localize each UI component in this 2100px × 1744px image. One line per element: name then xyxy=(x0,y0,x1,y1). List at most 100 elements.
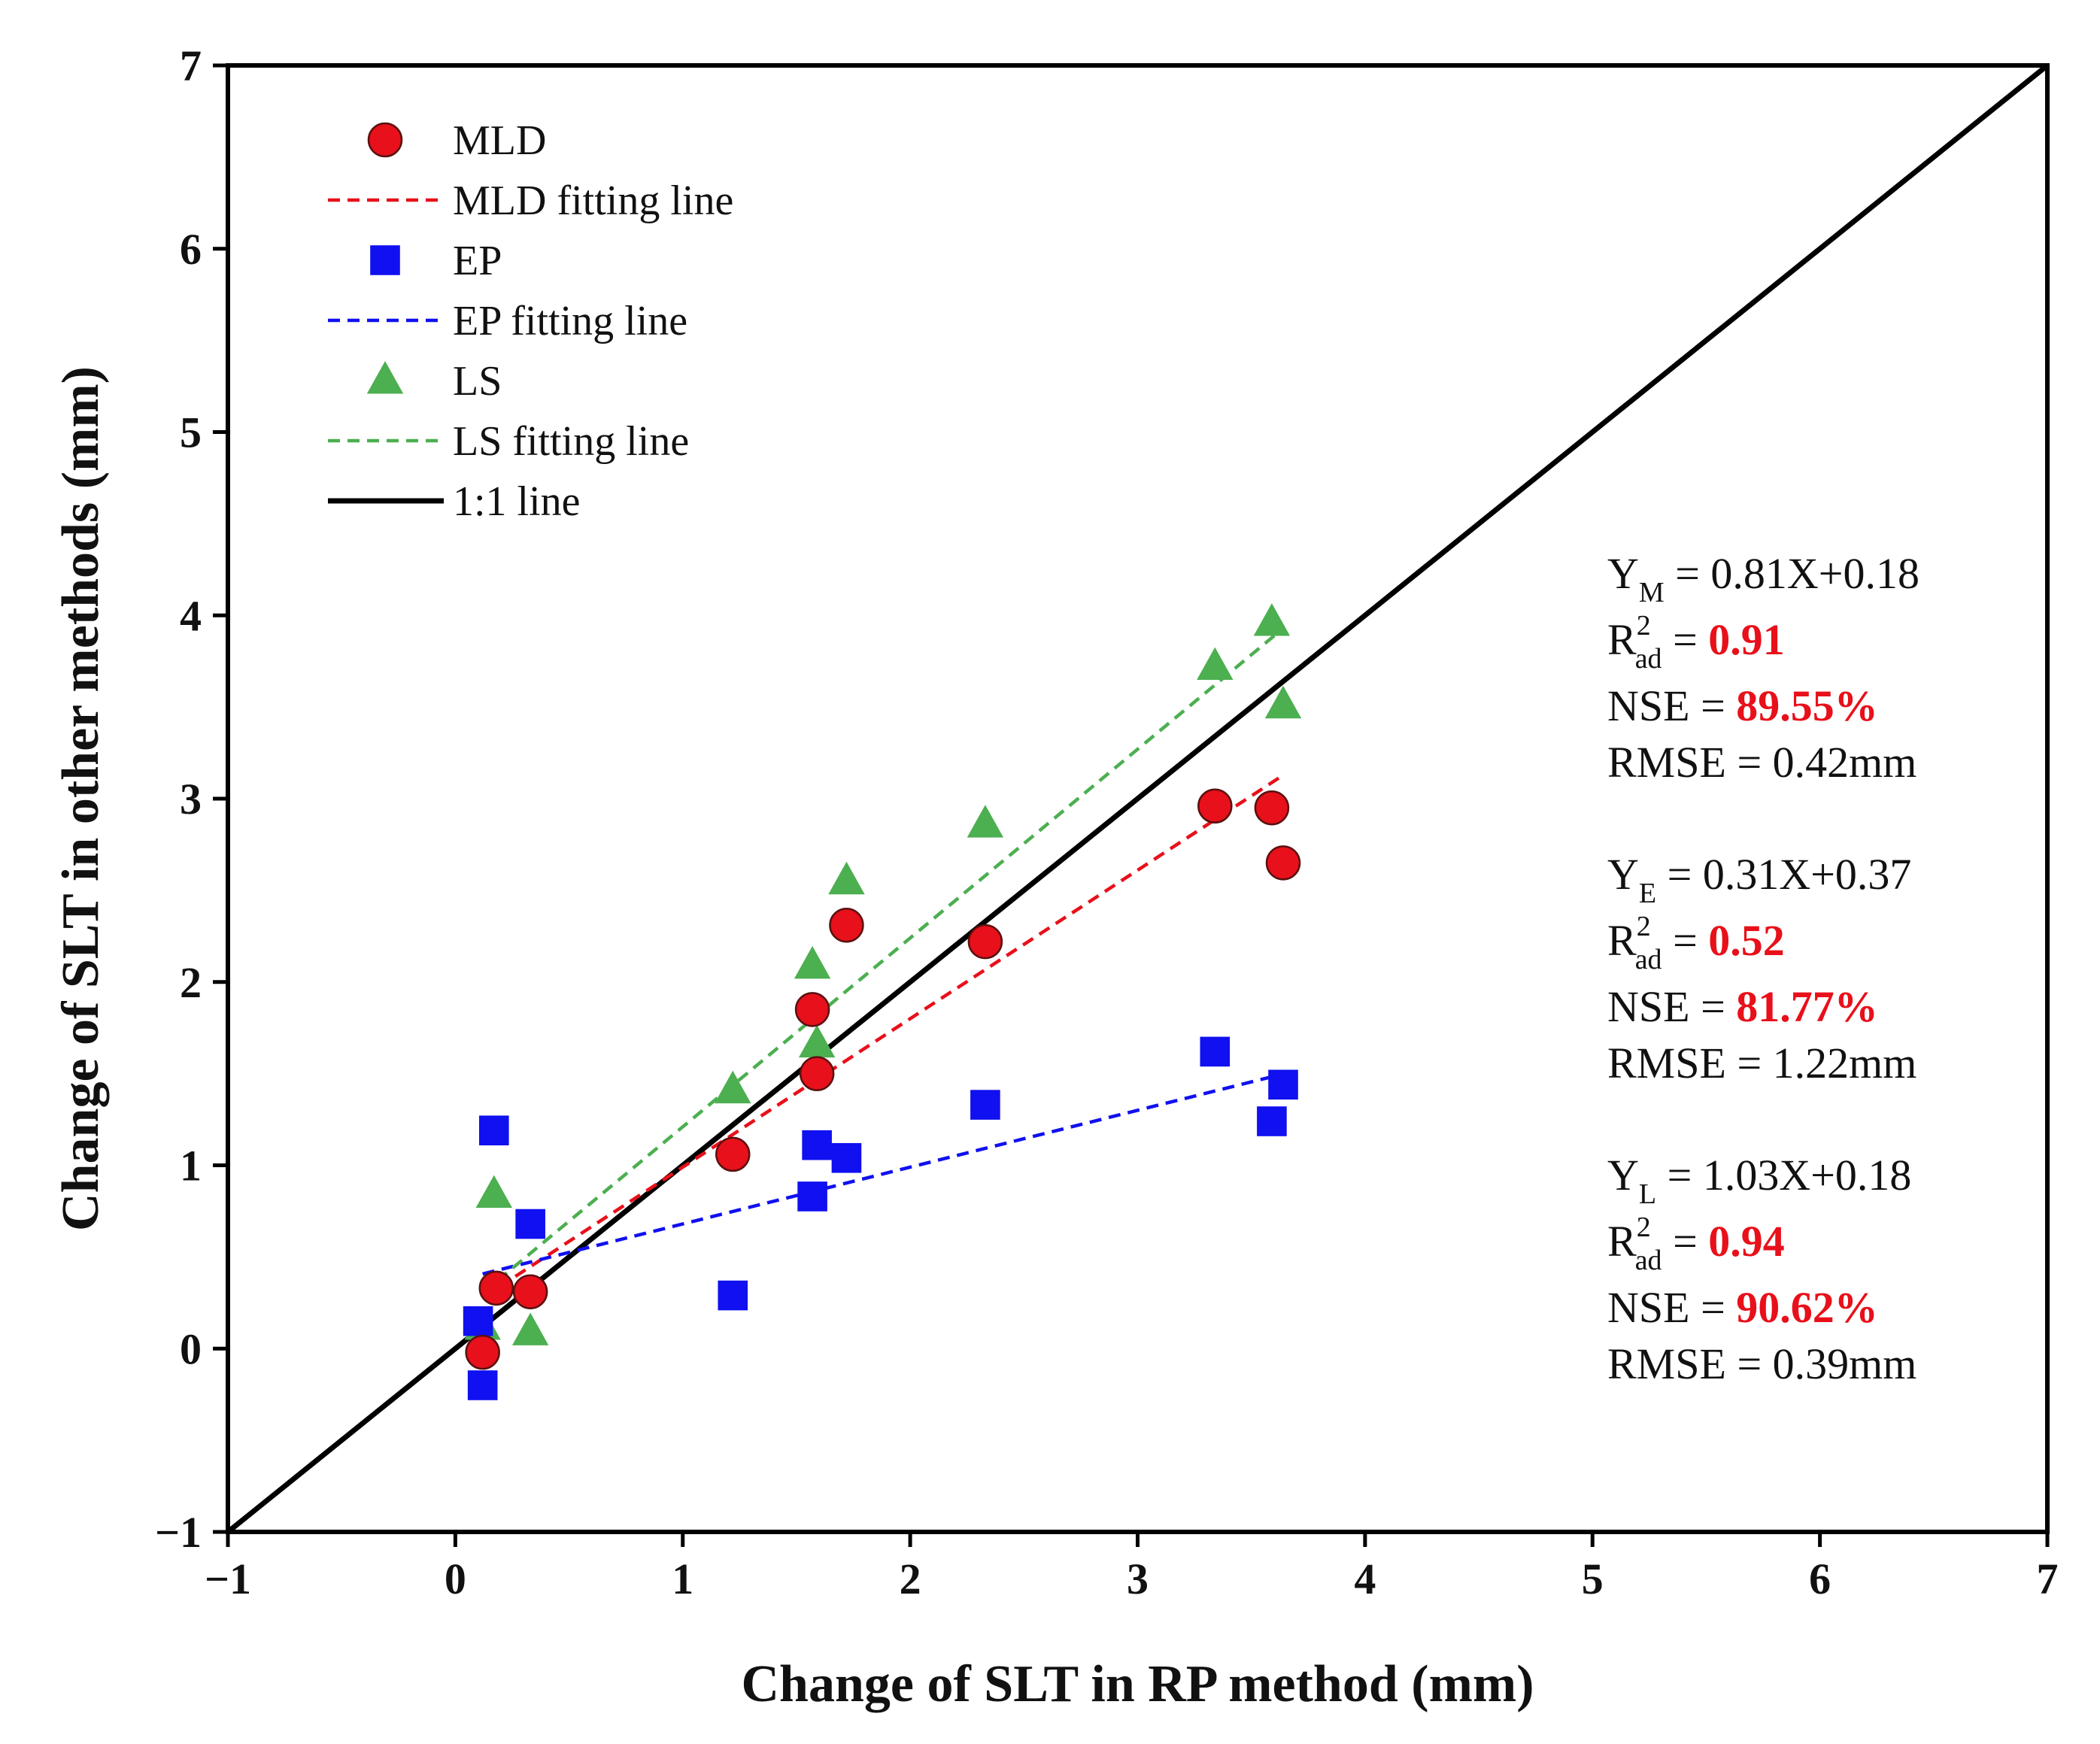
ep-point xyxy=(515,1209,545,1239)
equation-y-subscript: M xyxy=(1639,577,1665,608)
ls-point xyxy=(967,805,1004,838)
legend-label: MLD fitting line xyxy=(453,177,733,224)
legend-label: LS fitting line xyxy=(453,418,689,465)
ls-point xyxy=(1264,685,1302,719)
x-tick-label: −1 xyxy=(205,1554,251,1603)
mld-point xyxy=(799,1056,835,1091)
y-tick-label: 6 xyxy=(180,225,202,274)
equation-y: Y xyxy=(1607,549,1639,598)
mld-point xyxy=(465,1334,500,1370)
nse-label: NSE = xyxy=(1607,982,1736,1031)
mld-point xyxy=(794,992,830,1027)
mld-fitting-line xyxy=(481,773,1285,1300)
adjusted-r2: R2 ad = 0.94 xyxy=(1607,1212,1785,1276)
ep-point xyxy=(463,1306,493,1336)
ls-point xyxy=(511,1312,549,1345)
y-tick-label: 7 xyxy=(180,41,202,90)
equation-body: = 0.81X+0.18 xyxy=(1665,549,1919,598)
adjusted-r2: R2 ad = 0.91 xyxy=(1607,610,1785,675)
ls-point xyxy=(1197,647,1234,681)
r2-superscript: 2 xyxy=(1637,610,1651,641)
legend-item-ep: EP xyxy=(370,238,502,284)
rmse-line: RMSE = 0.42mm xyxy=(1607,738,1916,787)
legend-item-ls: LS xyxy=(366,358,502,405)
x-axis-title: Change of SLT in RP method (mm) xyxy=(741,1655,1534,1713)
ep-point xyxy=(718,1280,748,1311)
r2-value: 0.94 xyxy=(1708,1217,1785,1266)
x-tick-label: 6 xyxy=(1809,1554,1831,1603)
r2-superscript: 2 xyxy=(1637,911,1651,942)
equation-body: = 0.31X+0.37 xyxy=(1656,850,1911,899)
equation-y-subscript: E xyxy=(1639,878,1656,909)
r2-symbol: R xyxy=(1607,615,1637,664)
ep-point xyxy=(831,1142,862,1173)
y-tick-label: −1 xyxy=(155,1508,202,1557)
legend-item-1-1-line: 1:1 line xyxy=(328,478,581,525)
axes-layer: −1 0 1 2 3 4 5 6 7 −1 0 1 2 3 4 5 6 7 Change of SLT in RP … xyxy=(52,41,2059,1713)
regression-equation: YL = 1.03X+0.18 xyxy=(1607,1151,1911,1210)
nse-label: NSE = xyxy=(1607,681,1736,730)
mld-point xyxy=(829,907,864,943)
mld-point xyxy=(512,1274,548,1309)
ls-point xyxy=(794,945,831,979)
y-tick-label: 4 xyxy=(180,591,202,640)
r2-subscript: ad xyxy=(1635,1245,1662,1276)
x-tick-label: 5 xyxy=(1582,1554,1604,1603)
mld-point xyxy=(1265,845,1301,881)
rmse-line: RMSE = 1.22mm xyxy=(1607,1039,1916,1087)
equation-y: Y xyxy=(1607,1151,1639,1200)
y-tick-label: 1 xyxy=(180,1142,202,1190)
x-tick-label: 3 xyxy=(1127,1554,1149,1603)
r2-superscript: 2 xyxy=(1637,1212,1651,1243)
nse-line: NSE = 89.55% xyxy=(1607,681,1878,730)
ep-point xyxy=(802,1130,832,1160)
regression-equation: YM = 0.81X+0.18 xyxy=(1607,549,1919,608)
legend-label: LS xyxy=(453,358,502,405)
nse-value: 89.55% xyxy=(1736,681,1878,730)
mld-point xyxy=(478,1270,514,1306)
r2-symbol: R xyxy=(1607,916,1637,965)
legend-label: 1:1 line xyxy=(453,478,581,525)
ep-point xyxy=(1257,1106,1287,1136)
point-layer xyxy=(463,603,1302,1400)
y-tick-label: 2 xyxy=(180,958,202,1007)
nse-line: NSE = 90.62% xyxy=(1607,1283,1878,1332)
legend-square-symbol xyxy=(370,245,400,275)
legend-label: EP fitting line xyxy=(453,298,687,344)
ls-point xyxy=(798,1024,836,1058)
ls-point xyxy=(475,1175,512,1209)
mld-point xyxy=(715,1136,751,1172)
mld-point xyxy=(1254,790,1290,826)
y-tick-label: 0 xyxy=(180,1324,202,1373)
ep-point xyxy=(1200,1036,1231,1067)
mld-point xyxy=(967,924,1003,960)
r2-equals: = xyxy=(1662,916,1709,965)
regression-equation: YE = 0.31X+0.37 xyxy=(1607,850,1911,909)
mld-point xyxy=(1197,788,1233,823)
ls-point xyxy=(715,1070,751,1104)
ls-point xyxy=(828,861,865,895)
r2-symbol: R xyxy=(1607,1217,1637,1266)
ep-point xyxy=(1268,1069,1298,1100)
r2-value: 0.91 xyxy=(1708,615,1785,664)
x-tick-label: 1 xyxy=(672,1554,693,1603)
x-tick-label: 7 xyxy=(2037,1554,2059,1603)
ep-point xyxy=(478,1115,509,1145)
rmse-line: RMSE = 0.39mm xyxy=(1607,1339,1916,1388)
legend-circle-symbol xyxy=(367,122,403,158)
ep-point xyxy=(970,1090,1000,1120)
r2-subscript: ad xyxy=(1635,643,1662,675)
nse-value: 90.62% xyxy=(1736,1283,1878,1332)
ls-point xyxy=(1253,603,1291,636)
y-tick-label: 5 xyxy=(180,408,202,457)
legend: MLD MLD fitting line EP EP fitting line LS LS… xyxy=(328,117,733,525)
x-tick-label: 0 xyxy=(445,1554,466,1603)
nse-line: NSE = 81.77% xyxy=(1607,982,1878,1031)
legend-item-ls-fitting-line: LS fitting line xyxy=(328,418,689,465)
ep-point xyxy=(797,1181,827,1212)
